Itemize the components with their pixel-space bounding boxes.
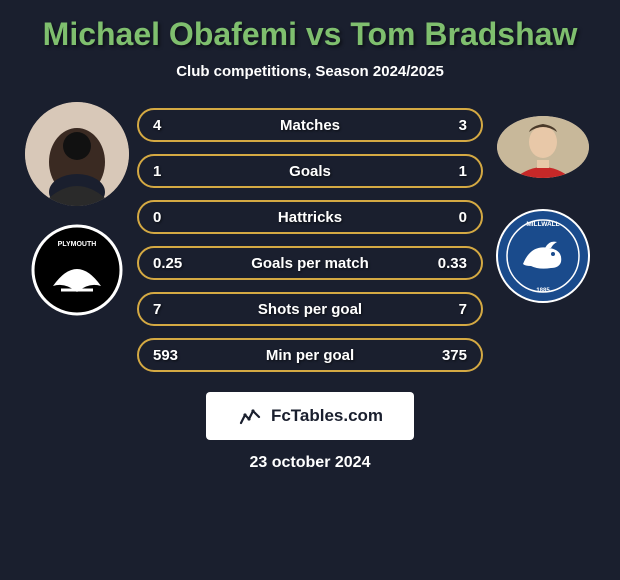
svg-text:PLYMOUTH: PLYMOUTH xyxy=(58,241,97,248)
stat-label: Goals per match xyxy=(251,255,369,272)
subtitle: Club competitions, Season 2024/2025 xyxy=(176,63,444,80)
player-left-photo xyxy=(25,102,129,206)
club-right-badge: MILLWALL 1885 xyxy=(495,208,591,304)
brand-text: FcTables.com xyxy=(271,406,383,426)
club-right-crest-icon: MILLWALL 1885 xyxy=(495,208,591,304)
date-text: 23 october 2024 xyxy=(250,454,371,472)
svg-text:1885: 1885 xyxy=(536,288,550,294)
stat-left-value: 0 xyxy=(153,209,161,226)
club-left-badge: PLYMOUTH xyxy=(31,224,123,316)
stat-row-hattricks: 0 Hattricks 0 xyxy=(137,200,483,234)
svg-text:MILLWALL: MILLWALL xyxy=(526,221,559,228)
stat-row-shots-per-goal: 7 Shots per goal 7 xyxy=(137,292,483,326)
page-title: Michael Obafemi vs Tom Bradshaw xyxy=(43,16,578,53)
stat-label: Shots per goal xyxy=(258,301,362,318)
player-right-column: MILLWALL 1885 xyxy=(483,102,603,304)
stat-row-goals: 1 Goals 1 xyxy=(137,154,483,188)
stat-row-matches: 4 Matches 3 xyxy=(137,108,483,142)
stat-right-value: 375 xyxy=(442,347,467,364)
comparison-card: Michael Obafemi vs Tom Bradshaw Club com… xyxy=(0,0,620,580)
stat-label: Goals xyxy=(289,163,331,180)
brand-logo-icon xyxy=(237,403,263,429)
player-right-photo xyxy=(497,116,589,178)
stat-right-value: 0.33 xyxy=(438,255,467,272)
stat-label: Min per goal xyxy=(266,347,354,364)
player-right-avatar-icon xyxy=(497,116,589,178)
stat-right-value: 3 xyxy=(459,117,467,134)
stat-right-value: 7 xyxy=(459,301,467,318)
stat-left-value: 593 xyxy=(153,347,178,364)
stat-left-value: 0.25 xyxy=(153,255,182,272)
stats-column: 4 Matches 3 1 Goals 1 0 Hattricks 0 0.25… xyxy=(137,102,483,372)
player-left-column: PLYMOUTH xyxy=(17,102,137,316)
stat-label: Hattricks xyxy=(278,209,342,226)
stat-label: Matches xyxy=(280,117,340,134)
player-left-avatar-icon xyxy=(25,102,129,206)
brand-box: FcTables.com xyxy=(206,392,414,440)
stat-left-value: 1 xyxy=(153,163,161,180)
stat-left-value: 4 xyxy=(153,117,161,134)
stat-right-value: 1 xyxy=(459,163,467,180)
main-area: PLYMOUTH 4 Matches 3 1 Goals 1 0 Hattric… xyxy=(8,102,612,372)
club-left-crest-icon: PLYMOUTH xyxy=(31,224,123,316)
stat-right-value: 0 xyxy=(459,209,467,226)
stat-row-min-per-goal: 593 Min per goal 375 xyxy=(137,338,483,372)
stat-row-goals-per-match: 0.25 Goals per match 0.33 xyxy=(137,246,483,280)
stat-left-value: 7 xyxy=(153,301,161,318)
